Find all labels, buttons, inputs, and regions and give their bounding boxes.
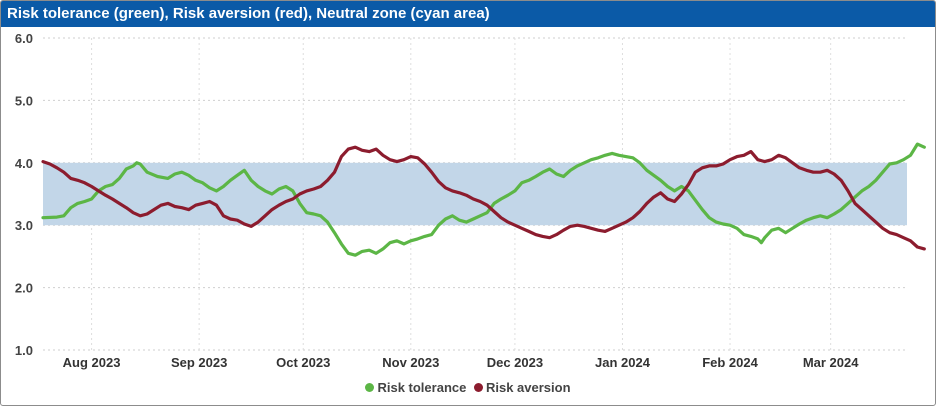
x-axis-ticks: Aug 2023 Sep 2023 Oct 2023 Nov 2023 Dec 2023… bbox=[63, 355, 860, 370]
legend-label-aversion: Risk aversion bbox=[485, 380, 571, 395]
chart-legend: Risk tolerance Risk aversion bbox=[1, 380, 935, 395]
y-axis-ticks: 1.0 2.0 3.0 4.0 5.0 6.0 bbox=[15, 31, 33, 358]
legend-dot-aversion bbox=[473, 383, 483, 392]
y-tick-label: 2.0 bbox=[15, 281, 33, 296]
x-tick-label: Nov 2023 bbox=[382, 355, 439, 370]
y-tick-label: 6.0 bbox=[15, 31, 33, 46]
chart-title: Risk tolerance (green), Risk aversion (r… bbox=[1, 1, 935, 27]
x-tick-label: Jan 2024 bbox=[595, 355, 651, 370]
x-tick-label: Dec 2023 bbox=[487, 355, 543, 370]
y-tick-label: 1.0 bbox=[15, 343, 33, 358]
legend-item-tolerance[interactable]: Risk tolerance bbox=[365, 380, 466, 395]
series-lines bbox=[41, 142, 926, 257]
y-tick-label: 3.0 bbox=[15, 218, 33, 233]
x-tick-label: Sep 2023 bbox=[171, 355, 227, 370]
risk-aversion-line[interactable] bbox=[41, 145, 926, 251]
y-tick-label: 4.0 bbox=[15, 156, 33, 171]
y-tick-label: 5.0 bbox=[15, 93, 33, 108]
x-tick-label: Oct 2023 bbox=[276, 355, 330, 370]
x-tick-label: Aug 2023 bbox=[63, 355, 121, 370]
x-tick-label: Feb 2024 bbox=[702, 355, 758, 370]
legend-item-aversion[interactable]: Risk aversion bbox=[473, 380, 571, 395]
legend-dot-tolerance bbox=[365, 383, 375, 392]
neutral-zone-band bbox=[43, 162, 907, 226]
legend-label-tolerance: Risk tolerance bbox=[377, 380, 467, 395]
x-tick-label: Mar 2024 bbox=[803, 355, 859, 370]
